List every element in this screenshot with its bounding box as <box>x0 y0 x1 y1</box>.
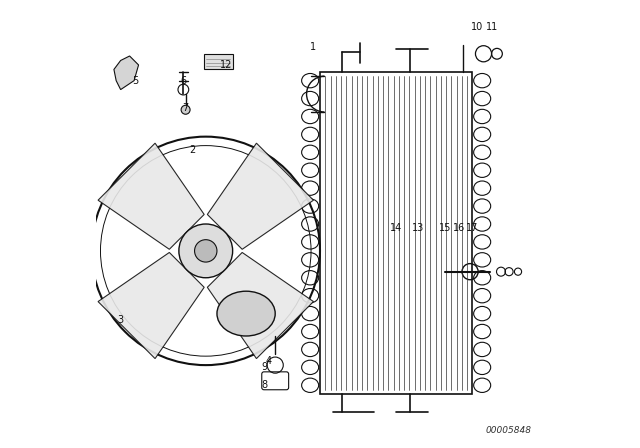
Text: 12: 12 <box>220 60 232 70</box>
Polygon shape <box>207 253 314 358</box>
Text: 13: 13 <box>412 224 425 233</box>
Text: 9: 9 <box>261 362 267 372</box>
Text: 3: 3 <box>118 315 124 325</box>
Text: 17: 17 <box>466 224 479 233</box>
Polygon shape <box>98 143 204 249</box>
Text: 8: 8 <box>261 380 267 390</box>
Text: 11: 11 <box>486 22 499 32</box>
Text: 00005848: 00005848 <box>485 426 531 435</box>
Text: 2: 2 <box>189 145 195 155</box>
Text: 14: 14 <box>390 224 403 233</box>
Text: 4: 4 <box>266 356 271 366</box>
Circle shape <box>195 240 217 262</box>
Text: 5: 5 <box>132 76 138 86</box>
Polygon shape <box>98 253 204 358</box>
Circle shape <box>181 105 190 114</box>
Circle shape <box>179 224 233 278</box>
Ellipse shape <box>217 291 275 336</box>
Bar <box>320 72 472 394</box>
Text: 6: 6 <box>180 76 186 86</box>
Polygon shape <box>114 56 139 90</box>
Text: 7: 7 <box>182 103 189 112</box>
Bar <box>204 54 233 69</box>
Polygon shape <box>207 143 314 249</box>
Text: 15: 15 <box>439 224 452 233</box>
Text: 1: 1 <box>310 42 316 52</box>
Text: 16: 16 <box>452 224 465 233</box>
Text: 10: 10 <box>470 22 483 32</box>
